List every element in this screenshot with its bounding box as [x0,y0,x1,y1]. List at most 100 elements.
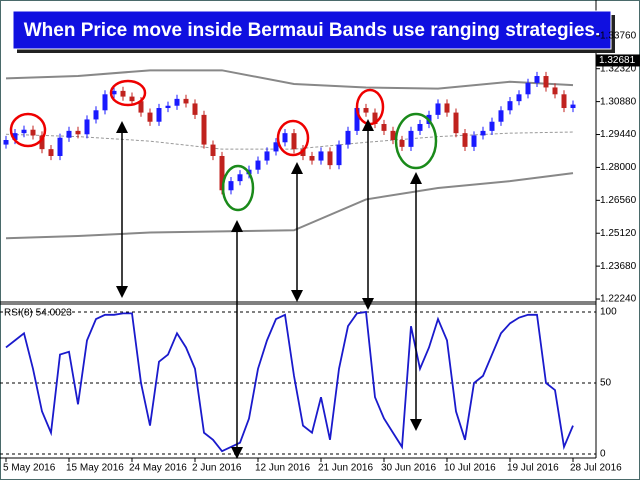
candle-body [264,151,270,161]
band-line [5,131,574,150]
plot-area [0,69,596,455]
candle-body [444,103,450,113]
y-tick-label: 1.29440 [600,129,637,140]
candle-body [75,130,81,135]
y-tick-label: 1.33760 [600,30,637,41]
candle-body [408,130,414,147]
y-tick-label: 0 [600,449,606,460]
candle-body [201,114,207,145]
x-tick-label: 30 Jun 2016 [381,463,436,474]
candle-body [570,104,576,109]
circle [9,112,47,148]
candle-body [255,160,261,170]
y-tick-label: 100 [600,307,617,318]
y-tick-label: 1.30880 [600,96,637,107]
candle-body [525,82,531,95]
circle [276,119,310,157]
candle-body [84,119,90,135]
x-tick-label: 5 May 2016 [3,463,56,474]
candle-body [282,133,288,143]
candle-body [318,151,324,161]
candle-body [561,94,567,109]
candle-body [498,110,504,122]
candle-body [138,101,144,113]
candle-body [192,103,198,115]
last-price-label: 1.32681 [599,55,636,66]
candle-body [237,174,243,182]
candle-body [273,142,279,152]
y-tick-label: 50 [600,378,612,389]
candle-body [435,103,441,115]
candle-body [30,129,36,136]
candle-body [453,112,459,134]
rsi-line [5,310,574,453]
candle-body [345,130,351,145]
candle-body [390,130,396,141]
candle-body [48,149,54,156]
candle-body [66,130,72,138]
last-price-box [596,54,640,67]
candle-body [336,144,342,166]
candle-body [147,112,153,122]
candle-body [399,140,405,147]
candle-body [471,135,477,147]
candle-body [57,137,63,156]
candle-body [363,108,369,113]
candle-body [120,90,126,97]
annotations [9,79,438,459]
y-tick-label: 1.22240 [600,294,637,305]
candle-body [462,133,468,147]
candle-body [183,98,189,104]
candle-body [210,144,216,156]
circle [394,112,438,170]
candle-body [3,140,9,145]
candle-body [507,101,513,111]
candle-body [300,149,306,156]
candle-body [129,96,135,102]
x-tick-label: 19 Jul 2016 [507,463,559,474]
y-tick-label: 1.32320 [600,63,637,74]
x-tick-label: 15 May 2016 [66,463,124,474]
candle-body [489,121,495,131]
candle-body [480,130,486,136]
candle-body [309,155,315,161]
candle-body [21,129,27,134]
indicator-label: RSI(8) 54.0023 [4,308,72,319]
y-tick-label: 1.25120 [600,228,637,239]
chart-title: When Price move inside Bermaui Bands use… [24,20,601,41]
banner [12,10,612,50]
candle-body [534,76,540,83]
y-tick-label: 1.26560 [600,195,637,206]
candle-body [174,98,180,106]
candle-body [372,112,378,125]
y-tick-label: 1.23680 [600,261,637,272]
y-tick-label: 1.28000 [600,162,637,173]
candle-body [327,151,333,166]
candle-body [552,87,558,95]
candle-body [165,105,171,109]
x-tick-label: 2 Jun 2016 [192,463,242,474]
candle-body [156,108,162,122]
circle [221,164,255,212]
x-tick-label: 24 May 2016 [129,463,187,474]
candle-body [417,124,423,131]
candle-body [291,133,297,150]
candle-body [516,94,522,102]
x-tick-label: 28 Jul 2016 [570,463,622,474]
candle-body [381,124,387,131]
x-tick-label: 21 Jun 2016 [318,463,373,474]
circle [109,79,147,107]
band-line [5,69,574,90]
candle-body [111,90,117,95]
candle-body [219,155,225,191]
candle-body [93,110,99,120]
x-tick-label: 10 Jul 2016 [444,463,496,474]
candle-body [12,133,18,141]
candle-body [228,181,234,191]
candle-body [543,76,549,88]
candle-body [354,108,360,131]
x-tick-label: 12 Jun 2016 [255,463,310,474]
candle-body [102,94,108,111]
